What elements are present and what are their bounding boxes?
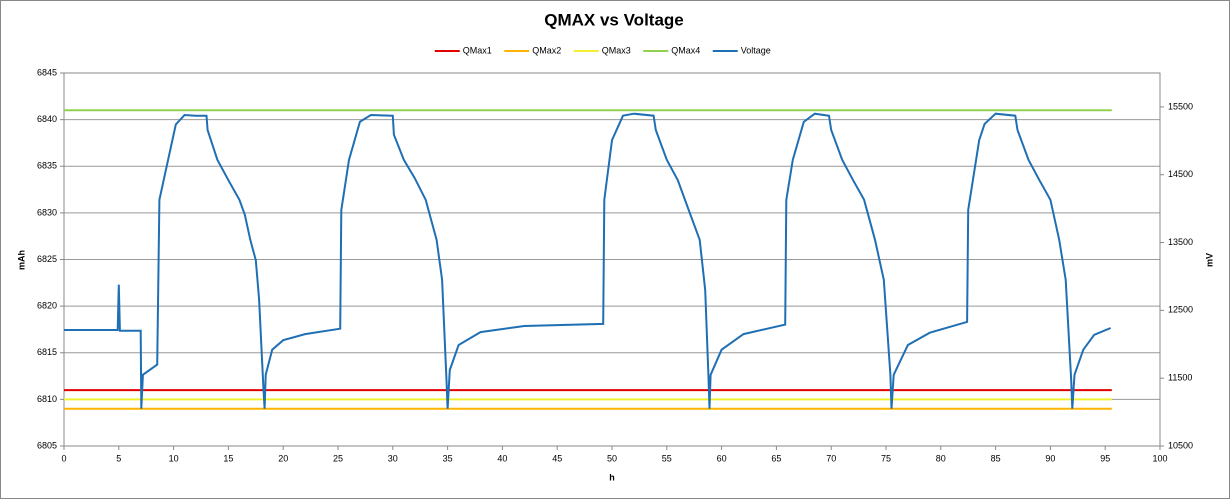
- legend-label: QMax1: [463, 45, 492, 55]
- x-tick-label: 5: [116, 453, 121, 463]
- plot-area: [63, 72, 1161, 447]
- legend-label: QMax4: [671, 45, 700, 55]
- legend-label: Voltage: [741, 45, 771, 55]
- x-tick-label: 85: [991, 453, 1001, 463]
- x-tick-label: 45: [552, 453, 562, 463]
- y-tick-label: 6845: [37, 67, 57, 77]
- series-line: [64, 112, 1112, 409]
- x-tick-label: 0: [61, 453, 66, 463]
- y2-tick-label: 11500: [1168, 373, 1192, 383]
- x-tick-label: 10: [169, 453, 179, 463]
- x-tick-label: 80: [936, 453, 946, 463]
- x-tick-label: 40: [497, 453, 507, 463]
- x-tick-label: 100: [1152, 453, 1167, 463]
- y-tick-label: 6810: [37, 394, 57, 404]
- x-tick-label: 95: [1100, 453, 1110, 463]
- y2-tick-label: 13500: [1168, 237, 1193, 247]
- y2-tick-label: 14500: [1168, 169, 1193, 179]
- x-tick-label: 50: [607, 453, 617, 463]
- y-tick-label: 6835: [37, 161, 57, 171]
- x-tick-label: 75: [881, 453, 891, 463]
- y-tick-label: 6840: [37, 114, 57, 124]
- y2-axis-label: mV: [1204, 253, 1214, 267]
- legend-label: QMax3: [602, 45, 631, 55]
- x-tick-label: 70: [826, 453, 836, 463]
- y-tick-label: 6825: [37, 254, 57, 264]
- x-tick-label: 90: [1045, 453, 1055, 463]
- x-tick-label: 35: [443, 453, 453, 463]
- y2-tick-label: 12500: [1168, 305, 1193, 315]
- x-tick-label: 55: [662, 453, 672, 463]
- y-tick-label: 6805: [37, 440, 57, 450]
- x-tick-label: 15: [223, 453, 233, 463]
- x-tick-label: 65: [771, 453, 781, 463]
- chart-title: QMAX vs Voltage: [544, 10, 684, 29]
- y-axis-label: mAh: [16, 250, 26, 270]
- y-tick-label: 6830: [37, 207, 57, 217]
- x-tick-label: 60: [717, 453, 727, 463]
- x-axis-label: h: [609, 472, 615, 482]
- y2-tick-label: 15500: [1168, 101, 1193, 111]
- y-tick-label: 6815: [37, 347, 57, 357]
- x-tick-label: 30: [388, 453, 398, 463]
- y2-tick-label: 10500: [1168, 440, 1193, 450]
- x-tick-label: 25: [333, 453, 343, 463]
- x-tick-label: 20: [278, 453, 288, 463]
- legend-label: QMax2: [532, 45, 561, 55]
- y-tick-label: 6820: [37, 301, 57, 311]
